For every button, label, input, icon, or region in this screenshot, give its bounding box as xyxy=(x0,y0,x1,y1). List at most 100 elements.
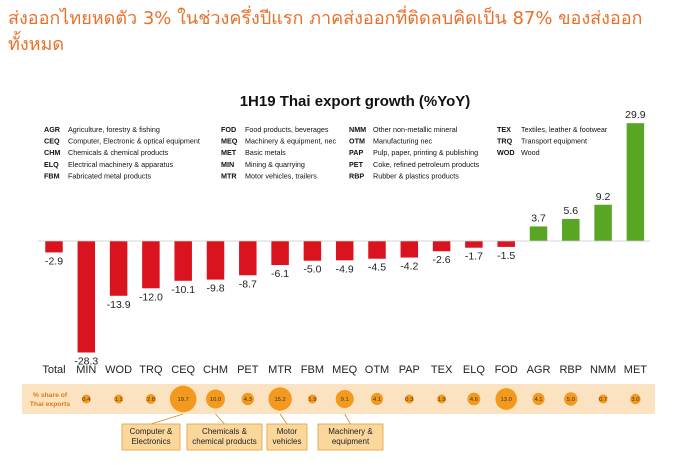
share-bubble-chm xyxy=(206,389,225,409)
value-label-pap: -4.2 xyxy=(400,261,418,273)
category-label-tex: TEX xyxy=(431,364,453,376)
category-label-pet: PET xyxy=(237,364,259,376)
share-value-fbm: 1.9 xyxy=(308,397,316,403)
category-label-otm: OTM xyxy=(365,364,389,376)
share-value-fod: 13.0 xyxy=(501,397,512,403)
category-label-meq: MEQ xyxy=(332,364,358,376)
value-label-nmm: 9.2 xyxy=(596,191,611,203)
bar-otm xyxy=(368,241,386,259)
bar-fbm xyxy=(303,241,322,261)
category-label-fod: FOD xyxy=(495,364,518,376)
legend-code-agr: AGR xyxy=(44,125,61,134)
callout-mtr-connector xyxy=(279,413,288,425)
legend-code-otm: OTM xyxy=(349,137,365,146)
legend-code-fod: FOD xyxy=(221,125,236,134)
callout-meq-line1: Machinery & xyxy=(328,427,373,436)
share-value-agr: 4.1 xyxy=(534,397,542,403)
share-value-nmm: 0.7 xyxy=(599,397,607,403)
legend-desc-trq: Transport equipment xyxy=(521,137,587,146)
chart-title: 1H19 Thai export growth (%YoY) xyxy=(240,93,471,110)
category-label-trq: TRQ xyxy=(139,364,163,376)
bar-rbp xyxy=(562,218,580,241)
value-label-min: -28.3 xyxy=(74,356,98,368)
category-label-wod: WOD xyxy=(105,364,132,376)
legend-code-fbm: FBM xyxy=(44,171,60,180)
legend-code-nmm: NMM xyxy=(349,125,366,134)
share-bubble-pet xyxy=(241,392,255,406)
value-label-ceq: -10.1 xyxy=(171,284,195,296)
callout-ceq-connector xyxy=(150,413,184,425)
share-bubble-meq xyxy=(335,389,354,409)
share-bubble-otm xyxy=(370,392,384,406)
category-label-met: MET xyxy=(624,364,648,376)
bar-mtr xyxy=(271,241,289,266)
legend-code-met: MET xyxy=(221,148,237,157)
bar-trq xyxy=(142,241,160,289)
legend-code-wod: WOD xyxy=(497,148,515,157)
category-label-nmm: NMM xyxy=(590,364,616,376)
callout-chm-box xyxy=(186,423,263,451)
share-value-chm: 10.0 xyxy=(210,397,221,403)
value-label-elq: -1.7 xyxy=(465,251,483,263)
callout-chm-line2: chemical products xyxy=(192,437,256,446)
value-label-rbp: 5.6 xyxy=(563,205,578,217)
category-label-total: Total xyxy=(42,364,65,376)
callout-ceq-box xyxy=(121,423,181,451)
value-label-pet: -8.7 xyxy=(239,278,257,290)
legend-desc-wod: Wood xyxy=(521,148,540,157)
share-bubble-ceq xyxy=(169,385,197,413)
callout-ceq-line2: Electronics xyxy=(131,437,170,446)
share-value-pet: 4.3 xyxy=(244,397,252,403)
legend-desc-agr: Agriculture, forestry & fishing xyxy=(68,125,160,134)
share-value-rbp: 5.0 xyxy=(567,397,575,403)
value-label-meq: -4.9 xyxy=(336,263,354,275)
share-value-elq: 4.6 xyxy=(470,397,478,403)
callout-mtr-line2: vehicles xyxy=(273,437,302,446)
share-bubble-nmm xyxy=(598,394,608,404)
legend-desc-chm: Chemicals & chemical products xyxy=(68,148,169,157)
value-label-tex: -2.6 xyxy=(433,254,451,266)
category-label-mtr: MTR xyxy=(268,364,292,376)
callout-meq-connector xyxy=(344,413,351,425)
share-value-wod: 1.1 xyxy=(115,397,123,403)
bar-pet xyxy=(239,241,257,276)
bar-elq xyxy=(465,241,483,248)
value-label-otm: -4.5 xyxy=(368,262,386,274)
callout-meq-box xyxy=(317,423,384,451)
legend-desc-tex: Textiles, leather & footwear xyxy=(521,125,608,134)
category-label-elq: ELQ xyxy=(463,364,485,376)
bar-tex xyxy=(432,241,451,252)
bar-pap xyxy=(400,241,419,258)
share-value-ceq: 19.7 xyxy=(178,397,189,403)
legend-code-tex: TEX xyxy=(497,125,511,134)
legend-desc-ceq: Computer, Electronic & optical equipment xyxy=(68,137,200,146)
share-bubble-tex xyxy=(437,394,447,404)
legend-code-pap: PAP xyxy=(349,148,363,157)
legend-desc-mtr: Motor vehicles, trailers xyxy=(245,171,317,180)
legend-desc-elq: Electrical machinery & apparatus xyxy=(68,160,173,169)
legend-desc-meq: Machinery & equipment, nec xyxy=(245,137,336,146)
value-label-fbm: -5.0 xyxy=(303,264,321,276)
bar-total xyxy=(45,241,63,253)
share-bubble-min xyxy=(81,394,91,404)
share-bubble-agr xyxy=(532,392,545,406)
value-label-met: 29.9 xyxy=(625,109,646,121)
callout-ceq-line1: Computer & xyxy=(130,427,173,436)
callout-mtr-box xyxy=(266,423,308,451)
callout-meq-line2: equipment xyxy=(332,437,370,446)
legend-desc-rbp: Rubber & plastics products xyxy=(373,171,459,180)
legend-desc-pap: Pulp, paper, printing & publishing xyxy=(373,148,478,157)
value-label-agr: 3.7 xyxy=(531,212,546,224)
bar-wod xyxy=(109,241,128,296)
category-label-agr: AGR xyxy=(527,364,551,376)
value-label-mtr: -6.1 xyxy=(271,268,289,280)
share-value-otm: 4.1 xyxy=(373,397,381,403)
category-label-pap: PAP xyxy=(399,364,420,376)
category-label-ceq: CEQ xyxy=(171,364,195,376)
share-label-line2: Thai exports xyxy=(30,401,71,408)
share-value-trq: 2.8 xyxy=(147,397,155,403)
callout-chm-line1: Chemicals & xyxy=(202,427,248,436)
legend-desc-met: Basic metals xyxy=(245,148,286,157)
legend-desc-fbm: Fabricated metal products xyxy=(68,171,152,180)
